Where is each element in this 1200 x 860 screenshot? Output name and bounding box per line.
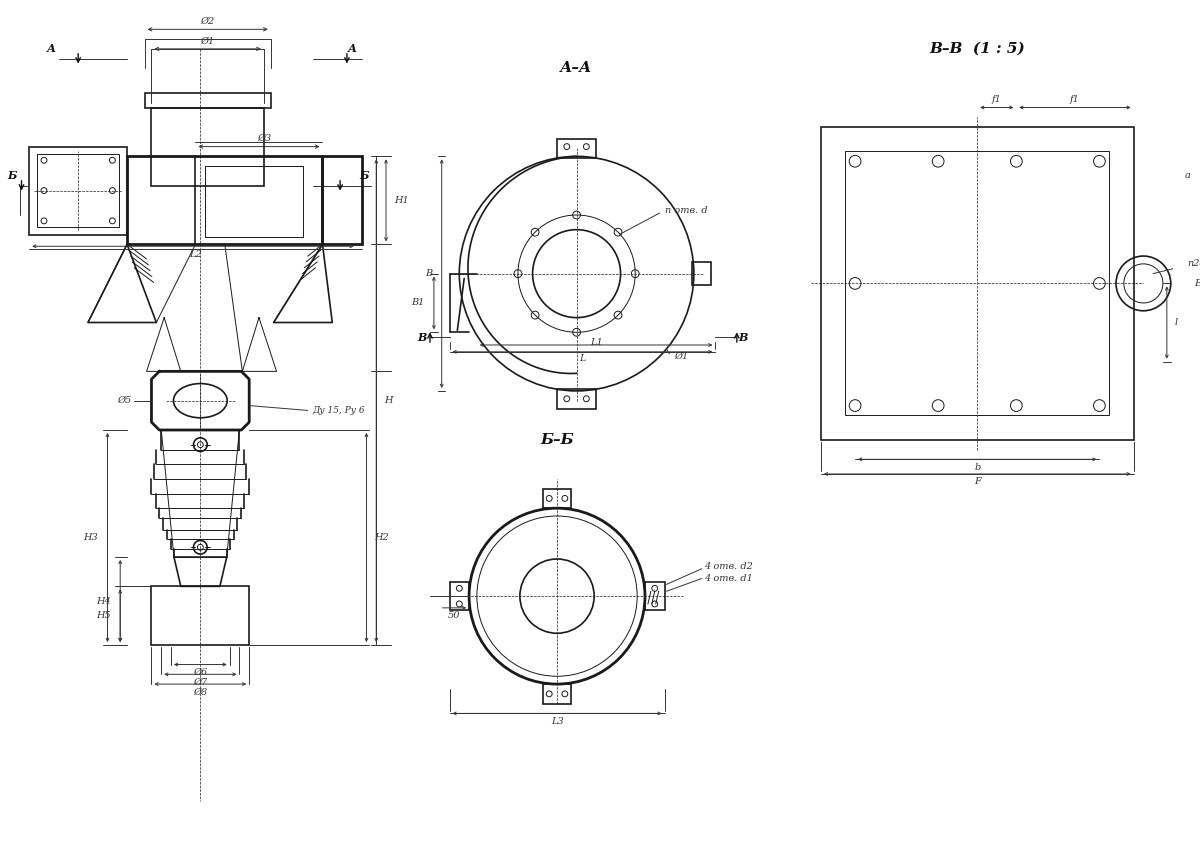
Text: В: В <box>418 332 427 342</box>
Text: L: L <box>580 354 586 363</box>
Text: Б–Б: Б–Б <box>540 433 574 447</box>
Text: В–В  (1 : 5): В–В (1 : 5) <box>929 42 1025 56</box>
Text: f1: f1 <box>992 95 1002 104</box>
Text: 4 отв. d1: 4 отв. d1 <box>703 574 752 583</box>
Text: H5: H5 <box>96 611 110 620</box>
Text: А–А: А–А <box>560 61 593 76</box>
Bar <box>127 157 323 244</box>
Polygon shape <box>151 372 250 430</box>
Text: 50: 50 <box>448 611 461 620</box>
Text: B1: B1 <box>410 298 424 308</box>
Text: Ø7: Ø7 <box>193 678 208 686</box>
Polygon shape <box>88 244 156 322</box>
Bar <box>323 157 361 244</box>
Text: n2d: n2d <box>1187 260 1200 268</box>
Text: n отв. d: n отв. d <box>665 206 707 215</box>
Polygon shape <box>174 557 227 587</box>
Bar <box>557 389 596 408</box>
Text: В: В <box>738 332 748 342</box>
Polygon shape <box>274 244 332 322</box>
Text: L2: L2 <box>190 249 202 259</box>
Text: H: H <box>384 396 392 405</box>
Text: Б: Б <box>359 170 368 181</box>
Text: B: B <box>425 269 432 278</box>
Text: Ø8: Ø8 <box>193 687 208 697</box>
Text: Ø6: Ø6 <box>193 668 208 677</box>
Text: L3: L3 <box>551 716 564 726</box>
Text: 4 отв. d2: 4 отв. d2 <box>703 562 752 571</box>
Text: E: E <box>1194 279 1200 288</box>
Text: f1: f1 <box>1070 95 1080 104</box>
Bar <box>151 587 250 645</box>
Text: F: F <box>974 477 980 486</box>
Text: А: А <box>47 43 55 54</box>
Text: L1: L1 <box>589 337 602 347</box>
Bar <box>205 166 302 237</box>
Text: Ø1: Ø1 <box>674 353 689 361</box>
Text: Ø2: Ø2 <box>200 17 215 26</box>
Text: H1: H1 <box>394 196 408 205</box>
Bar <box>544 684 571 703</box>
Bar <box>692 262 712 286</box>
Bar <box>821 127 1134 439</box>
Text: Ø1: Ø1 <box>200 37 215 46</box>
Text: H4: H4 <box>96 597 110 605</box>
Bar <box>151 108 264 186</box>
Bar <box>37 155 119 227</box>
Text: Ду 15, Ру 6: Ду 15, Ру 6 <box>313 406 365 415</box>
Bar <box>845 151 1109 415</box>
Bar <box>544 488 571 508</box>
Text: a: a <box>1184 171 1190 181</box>
Text: Ø5: Ø5 <box>118 396 132 405</box>
Text: H3: H3 <box>83 533 97 542</box>
Text: H2: H2 <box>374 533 389 542</box>
Bar <box>557 138 596 158</box>
Text: А: А <box>347 43 356 54</box>
Bar <box>644 582 665 610</box>
Bar <box>145 93 271 108</box>
Bar <box>29 146 127 235</box>
Bar <box>450 582 469 610</box>
Text: l: l <box>1175 318 1177 327</box>
Text: b: b <box>974 463 980 471</box>
Text: Б: Б <box>7 170 17 181</box>
Text: Ø3: Ø3 <box>257 134 271 144</box>
